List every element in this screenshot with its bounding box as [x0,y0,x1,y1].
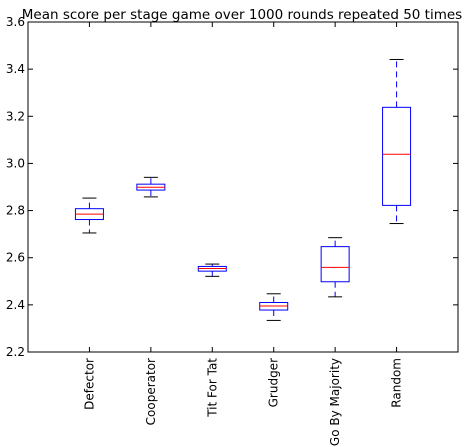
box-random [382,58,412,225]
y-tick-label: 2.4 [6,298,25,312]
y-tick-label: 2.8 [6,204,25,218]
iqr-box [320,246,350,283]
box-go-by-majority [320,237,350,298]
y-tick-label: 3.4 [6,62,25,76]
x-tick-label: Random [390,358,404,408]
box-grudger [259,293,289,321]
chart-title: Mean score per stage game over 1000 roun… [22,7,462,23]
y-tick-label: 3.6 [6,15,25,29]
box-cooperator [136,176,166,198]
y-axis: 2.2 2.4 2.6 2.8 3.0 3.2 3.4 3.6 [6,15,458,359]
box-tit-for-tat [197,263,227,277]
plot-frame [27,21,459,353]
x-tick-label: Go By Majority [328,358,342,446]
boxes [74,58,412,321]
x-tick-label: Defector [82,358,96,410]
y-tick-label: 2.6 [6,251,25,265]
x-axis: Defector Cooperator Tit For Tat Grudger Go B… [82,22,404,446]
y-tick-label: 2.2 [6,345,25,359]
y-tick-label: 3.0 [6,156,25,170]
iqr-box [382,106,412,206]
x-tick-label: Grudger [267,358,281,407]
x-tick-label: Tit For Tat [205,358,219,418]
x-tick-label: Cooperator [144,358,158,425]
y-tick-label: 3.2 [6,109,25,123]
box-defector [74,197,104,234]
